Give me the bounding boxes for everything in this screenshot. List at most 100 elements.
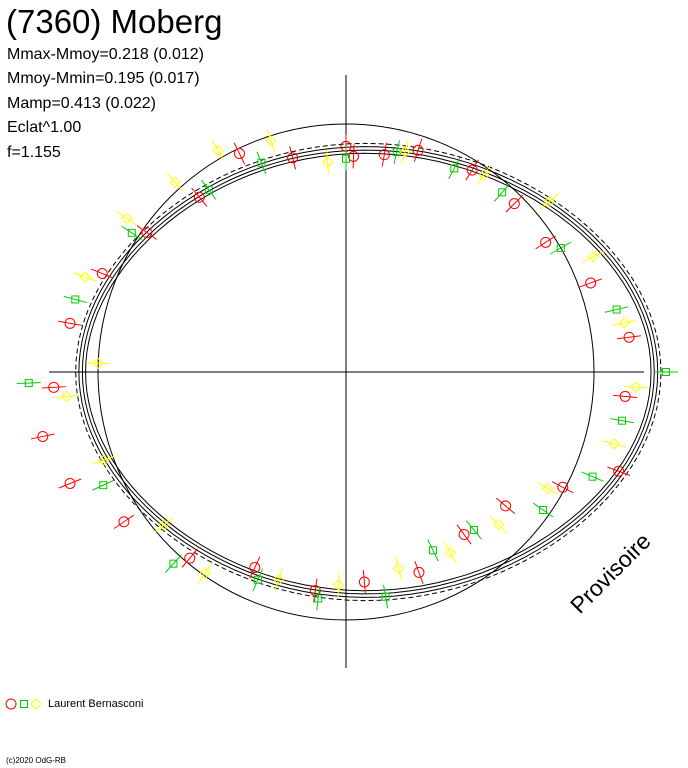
- data-point-circle: [458, 529, 470, 541]
- data-point-diamond: [97, 454, 110, 466]
- data-point-circle: [96, 268, 108, 280]
- error-bar: [181, 548, 198, 568]
- error-bar: [448, 157, 461, 180]
- data-point-square: [99, 481, 108, 490]
- data-point-diamond: [199, 567, 211, 579]
- data-point-square: [253, 575, 262, 584]
- error-bar: [401, 139, 409, 164]
- data-point-square: [617, 416, 626, 425]
- model-curve: [81, 149, 655, 595]
- error-bar: [466, 520, 482, 540]
- data-point-square: [469, 526, 478, 535]
- data-point-circle: [613, 465, 625, 477]
- error-bar: [58, 320, 82, 326]
- error-bar: [16, 382, 41, 384]
- data-point-circle: [249, 562, 261, 574]
- reference-circle: [97, 123, 595, 621]
- data-point-diamond: [587, 251, 599, 263]
- error-bar: [41, 386, 66, 389]
- data-point-diamond: [399, 145, 411, 158]
- error-bar: [154, 516, 174, 534]
- error-bar: [92, 479, 115, 491]
- stat-amplitude: Mamp=0.413 (0.022): [7, 95, 156, 112]
- data-point-circle: [585, 277, 597, 289]
- legend-markers: [5, 698, 42, 710]
- data-point-diamond: [321, 156, 334, 168]
- data-point-circle: [64, 317, 76, 329]
- error-bar: [113, 514, 135, 529]
- error-bar: [337, 573, 340, 598]
- data-point-diamond: [157, 519, 170, 531]
- error-bar: [393, 140, 400, 164]
- data-point-diamond: [542, 482, 554, 495]
- legend-circle-icon: [5, 698, 17, 710]
- data-point-circle: [540, 236, 552, 248]
- error-bar: [535, 235, 557, 250]
- data-point-square: [556, 244, 565, 252]
- stat-max-moy: Mmax-Mmoy=0.218 (0.012): [7, 46, 204, 63]
- error-bar: [54, 394, 79, 398]
- data-point-square: [539, 505, 548, 514]
- data-point-square: [169, 559, 178, 568]
- data-point-diamond: [265, 135, 277, 147]
- error-bar: [604, 306, 629, 313]
- data-point-diamond: [272, 573, 285, 586]
- error-bar: [427, 539, 439, 562]
- error-bar: [197, 563, 213, 584]
- data-point-diamond: [608, 438, 621, 450]
- data-point-square: [612, 305, 621, 314]
- error-bar: [465, 159, 479, 181]
- error-bar: [413, 138, 423, 162]
- data-point-diamond: [332, 579, 345, 591]
- data-point-square: [428, 546, 437, 555]
- error-bar: [581, 471, 604, 482]
- error-bar: [326, 150, 330, 175]
- data-point-diamond: [478, 169, 490, 181]
- copyright: (c)2020 OdG-RB: [6, 756, 67, 765]
- data-point-circle: [466, 164, 478, 176]
- data-point-diamond: [543, 195, 555, 208]
- data-point-square: [127, 228, 136, 237]
- error-bar: [381, 142, 387, 167]
- error-bar: [505, 194, 524, 213]
- data-point-circle: [413, 566, 425, 578]
- error-bar: [607, 466, 631, 476]
- error-bar: [165, 554, 182, 573]
- error-bar: [550, 241, 572, 255]
- data-point-diamond: [212, 145, 224, 157]
- error-bar: [252, 568, 263, 591]
- data-point-circle: [309, 585, 321, 597]
- error-bar: [493, 182, 511, 202]
- error-bar: [352, 144, 355, 169]
- error-bar: [443, 541, 457, 564]
- data-point-circle: [500, 500, 512, 512]
- error-bar: [58, 478, 82, 489]
- error-bar: [582, 251, 605, 263]
- data-point-diamond: [630, 381, 642, 393]
- model-curve: [78, 146, 659, 598]
- data-point-circle: [64, 477, 76, 489]
- error-bar: [191, 187, 208, 207]
- data-point-square: [314, 594, 323, 603]
- data-point-circle: [193, 191, 205, 203]
- data-point-circle: [118, 516, 130, 528]
- error-bar: [489, 515, 508, 534]
- error-bar: [313, 578, 318, 603]
- stat-f: f=1.155: [7, 144, 61, 161]
- data-point-square: [381, 592, 390, 601]
- data-point-diamond: [79, 271, 91, 283]
- data-point-diamond: [444, 546, 456, 559]
- error-bar: [92, 455, 116, 465]
- data-point-circle: [233, 148, 245, 160]
- error-bar: [623, 386, 648, 389]
- error-bar: [211, 140, 225, 162]
- data-point-circle: [412, 144, 424, 156]
- error-bar: [121, 225, 143, 240]
- error-bar: [612, 320, 637, 326]
- legend-diamond-icon: [30, 698, 42, 710]
- error-bar: [414, 560, 424, 584]
- data-points: [16, 129, 678, 611]
- stat-moy-min: Mmoy-Mmin=0.195 (0.017): [7, 70, 200, 87]
- stat-brightness: Eclat^1.00: [7, 119, 82, 136]
- data-point-square: [257, 158, 266, 167]
